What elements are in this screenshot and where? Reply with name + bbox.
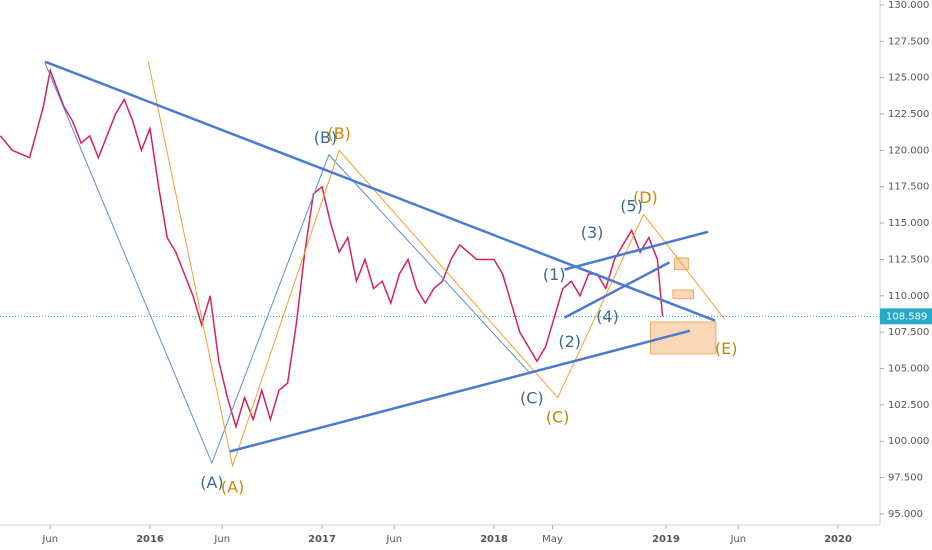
y-tick-label: 97.500 [888,473,923,484]
y-tick-label: 127.500 [888,36,929,47]
y-tick-label: 130.000 [888,0,929,11]
x-tick-label: 2017 [308,534,336,545]
wave-label: (B) [314,128,337,147]
x-tick-label: Jun [385,534,402,545]
y-tick-label: 122.500 [888,109,929,120]
price-line [0,67,664,430]
wave-label: (C) [520,389,544,408]
y-tick-label: 110.000 [888,291,929,302]
wave-label: (5) [620,197,643,216]
y-tick-label: 95.000 [888,509,923,520]
y-tick-label: 115.000 [888,218,929,229]
x-tick-label: 2016 [136,534,164,545]
wave-label: (1) [543,265,566,284]
x-tick-label: 2018 [480,534,508,545]
y-tick-label: 105.000 [888,364,929,375]
last-price-label: 108.589 [886,311,927,322]
x-tick-label: Jun [41,534,58,545]
y-tick-label: 100.000 [888,436,929,447]
y-tick-label: 117.500 [888,182,929,193]
y-tick-label: 125.000 [888,73,929,84]
y-tick-label: 107.500 [888,327,929,338]
x-tick-label: May [542,534,563,545]
wave-label: (3) [581,223,604,242]
trend-line [44,60,716,322]
wave-label: (D) [633,188,658,207]
trend-line [229,329,691,453]
y-tick-label: 102.500 [888,400,929,411]
y-tick-label: 112.500 [888,254,929,265]
wave-path [147,61,725,468]
x-tick-label: 2019 [652,534,680,545]
wave-label: (A) [221,477,244,496]
wave-label: (A) [200,473,223,492]
y-tick-label: 120.000 [888,145,929,156]
x-tick-label: Jun [213,534,230,545]
wave-label: (2) [558,332,581,351]
last-price-box [880,308,932,325]
target-zone [672,289,695,300]
wave-label: (4) [596,307,619,326]
wave-label: (B) [327,124,350,143]
trend-line [564,230,709,271]
wave-label: (C) [546,407,570,426]
trend-line [563,261,671,319]
x-tick-label: Jun [729,534,746,545]
x-tick-label: 2020 [824,534,852,545]
wave-label: (E) [715,339,738,358]
wave-path [44,62,529,465]
